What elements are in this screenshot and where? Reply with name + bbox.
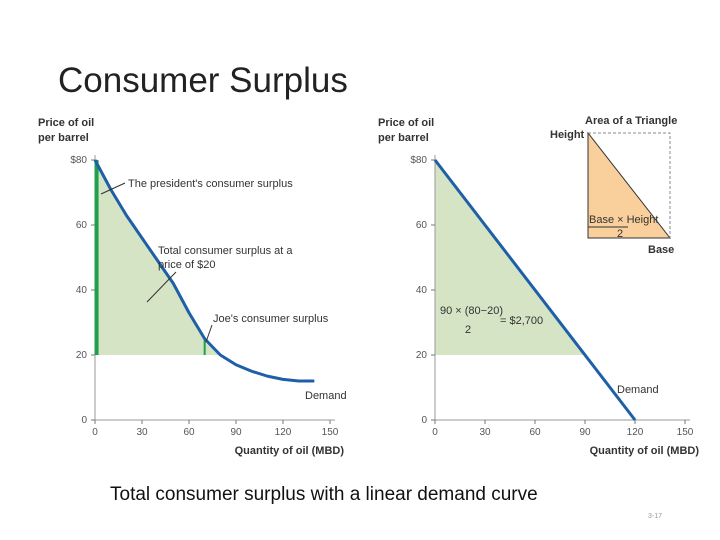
inset-title: Area of a Triangle [585,115,677,127]
x-tick-label: 60 [529,427,541,438]
inset-triangle [587,131,672,239]
x-tick-label: 150 [677,427,694,438]
caption: Total consumer surplus with a linear dem… [110,484,538,505]
y-tick-label: 60 [76,220,88,231]
annotation: Joe's consumer surplus [213,313,329,325]
surplus-area [95,160,221,355]
annotation: The president's consumer surplus [128,178,293,190]
x-tick-label: 30 [136,427,148,438]
inset-dashes [588,132,671,238]
demand-line [93,159,315,383]
y-axis-label: Price of oil [378,117,434,129]
inset-base: Base [648,244,674,256]
x-tick-label: 120 [627,427,644,438]
x-tick-label: 120 [275,427,292,438]
y-tick-label: 40 [76,285,88,296]
y-tick-label: $80 [410,155,427,166]
annotation: Total consumer surplus at a [158,245,293,257]
formula-result: = $2,700 [500,315,543,327]
y-axis-label: per barrel [38,132,89,144]
inset-height: Height [550,129,585,141]
y-tick-label: $80 [70,155,87,166]
y-tick-label: 0 [81,415,87,426]
x-tick-label: 0 [92,427,98,438]
y-tick-label: 60 [416,220,428,231]
x-tick-label: 90 [230,427,242,438]
y-axis-label: Price of oil [38,117,94,129]
slide-title: Consumer Surplus [58,61,348,100]
annotation-pointer [146,271,177,303]
x-tick-label: 30 [479,427,491,438]
x-tick-label: 0 [432,427,438,438]
inset-denominator: 2 [617,228,623,240]
x-tick-label: 150 [322,427,339,438]
inset-numerator: Base × Height [589,214,658,226]
y-tick-label: 0 [421,415,427,426]
y-tick-label: 40 [416,285,428,296]
y-tick-label: 20 [416,350,428,361]
demand-line [433,159,637,421]
x-axis-label: Quantity of oil (MBD) [590,445,700,457]
formula-denominator: 2 [465,324,471,336]
series-label: Demand [305,390,347,402]
y-axis-label: per barrel [378,132,429,144]
x-tick-label: 60 [183,427,195,438]
series-label: Demand [617,384,659,396]
x-tick-label: 90 [579,427,591,438]
formula-numerator: 90 × (80−20) [440,305,503,317]
annotation-pointer [205,324,213,343]
annotation-pointer [100,182,126,195]
x-axis-label: Quantity of oil (MBD) [235,445,345,457]
y-tick-label: 20 [76,350,88,361]
slide-number: 3-17 [648,513,662,520]
annotation: price of $20 [158,259,215,271]
